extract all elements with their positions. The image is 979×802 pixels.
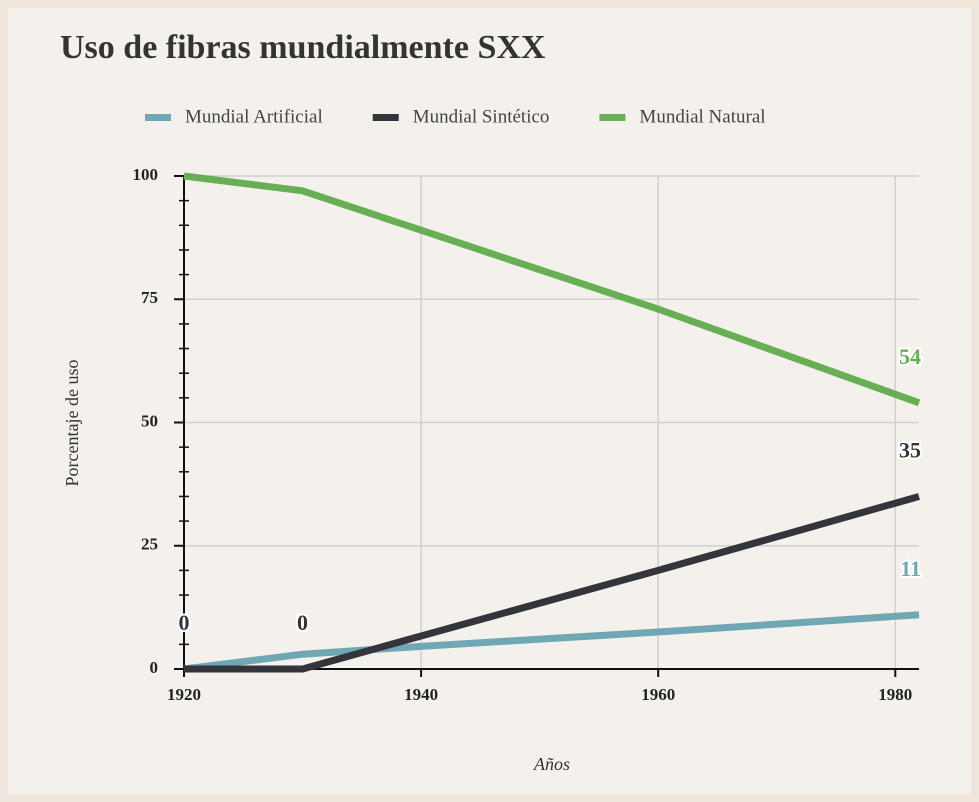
legend-label: Mundial Natural [639,106,765,127]
data-label: 11 [900,556,921,581]
x-tick-label: 1920 [167,685,201,704]
series-line [183,172,921,407]
y-tick-label: 25 [141,535,158,554]
y-tick-label: 100 [133,165,159,184]
data-label: 54 [899,344,921,369]
x-tick-label: 1980 [878,685,912,704]
series-line [183,611,920,673]
y-axis-label: Porcentaje de uso [62,360,82,487]
chart-title: Uso de fibras mundialmente SXX [60,29,546,66]
series-line [184,493,920,673]
data-label: 0 [179,610,190,635]
x-tick-label: 1960 [641,685,675,704]
legend-swatch [372,114,399,121]
data-label: 3 [297,610,308,635]
legend-swatch [599,114,626,121]
legend-swatch [145,114,171,121]
y-tick-label: 0 [150,658,159,677]
x-tick-label: 1940 [404,685,438,704]
data-label: 0 [297,610,308,635]
data-label: 35 [899,437,921,462]
y-tick-label: 50 [141,411,158,430]
legend-label: Mundial Artificial [185,106,323,127]
legend-label: Mundial Sintético [413,106,550,127]
y-tick-label: 75 [141,288,158,307]
panel [8,8,971,794]
x-axis-label: Años [533,754,570,774]
